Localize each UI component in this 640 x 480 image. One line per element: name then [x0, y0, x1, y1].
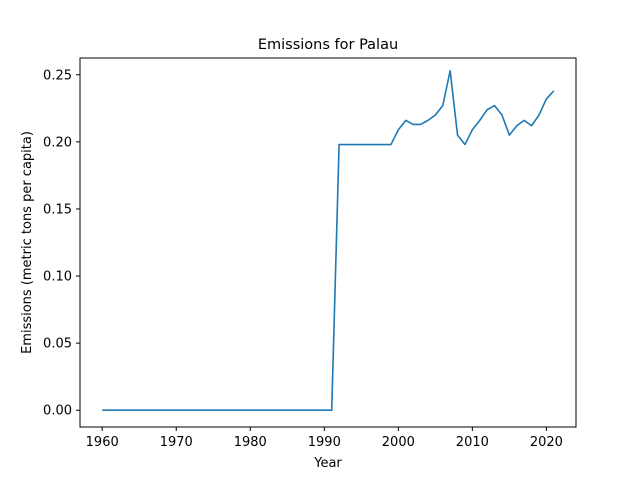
x-tick-label: 1970: [160, 435, 193, 450]
x-tick-label: 1990: [308, 435, 341, 450]
x-tick-label: 2000: [382, 435, 415, 450]
y-tick-label: 0.25: [43, 68, 72, 83]
x-tick-label: 2010: [456, 435, 489, 450]
x-axis-label: Year: [313, 456, 342, 471]
y-axis-label: Emissions (metric tons per capita): [20, 131, 35, 354]
chart-title: Emissions for Palau: [258, 37, 398, 53]
x-tick-label: 2020: [530, 435, 563, 450]
x-tick-label: 1980: [234, 435, 267, 450]
y-tick-label: 0.15: [43, 202, 72, 217]
y-tick-label: 0.00: [43, 404, 72, 419]
series-line-0: [102, 69, 555, 412]
y-tick-label: 0.05: [43, 337, 72, 352]
y-tick-label: 0.10: [43, 270, 72, 285]
y-tick-label: 0.20: [43, 135, 72, 150]
plot-area-frame: [79, 57, 577, 428]
x-tick-label: 1960: [86, 435, 119, 450]
